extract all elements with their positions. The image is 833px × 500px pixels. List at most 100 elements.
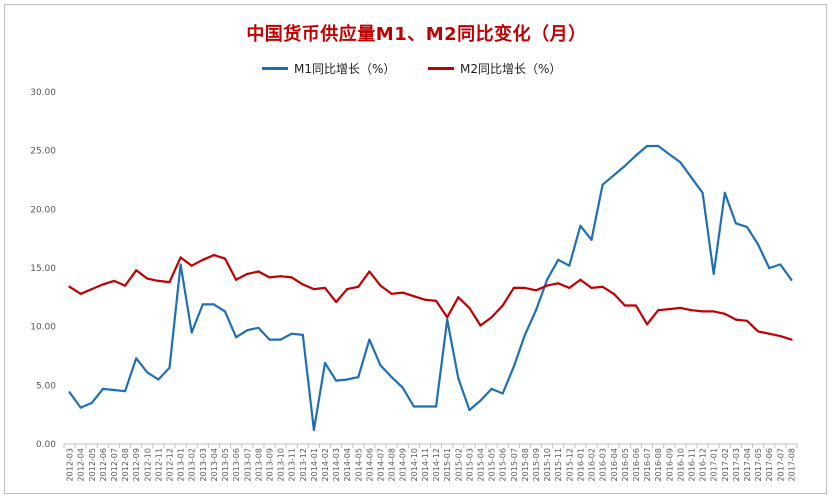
data-point-m1: [679, 161, 682, 164]
data-point-m2: [601, 285, 604, 288]
x-tick-label: 2017-08: [787, 448, 796, 481]
data-point-m2: [479, 324, 482, 327]
x-tick-label: 2016-08: [654, 448, 663, 481]
x-tick-label: 2017-05: [754, 448, 763, 481]
x-tick-label: 2015-04: [476, 448, 485, 481]
data-point-m2: [468, 306, 471, 309]
legend-label-m2: M2同比增长（%）: [460, 62, 562, 76]
data-point-m1: [334, 379, 338, 382]
data-point-m2: [679, 306, 682, 309]
data-point-m1: [479, 399, 482, 402]
x-tick-label: 2013-06: [232, 448, 241, 481]
data-point-m1: [246, 329, 249, 332]
data-point-m2: [101, 283, 104, 286]
data-point-m1: [779, 263, 782, 266]
data-point-m2: [657, 309, 660, 312]
x-tick-label: 2013-11: [288, 448, 297, 481]
data-point-m2: [701, 310, 704, 313]
x-tick-label: 2015-09: [532, 448, 541, 481]
data-point-m1: [168, 366, 171, 369]
data-point-m1: [279, 338, 282, 341]
data-point-m1: [734, 222, 738, 225]
x-tick-label: 2016-12: [699, 448, 708, 481]
data-point-m2: [623, 304, 626, 307]
data-point-m2: [446, 316, 449, 319]
legend-swatch-m1: [262, 67, 288, 70]
x-tick-label: 2012-03: [66, 448, 75, 481]
y-tick-label: 5.00: [36, 381, 56, 391]
data-point-m2: [235, 278, 238, 281]
data-point-m2: [379, 284, 382, 287]
data-point-m1: [723, 191, 726, 195]
data-point-m1: [712, 272, 715, 275]
data-point-m1: [223, 310, 227, 313]
data-point-m2: [501, 304, 504, 307]
data-point-m1: [434, 405, 438, 408]
data-point-m2: [568, 286, 571, 290]
y-tick-label: 0.00: [36, 440, 56, 450]
data-point-m1: [190, 331, 193, 334]
data-point-m1: [690, 176, 693, 179]
x-tick-label: 2015-02: [454, 448, 463, 481]
x-tick-label: 2015-11: [554, 448, 563, 481]
data-point-m1: [346, 378, 349, 381]
chart-title: 中国货币供应量M1、M2同比变化（月）: [246, 24, 587, 45]
x-tick-label: 2012-06: [99, 448, 108, 481]
x-tick-label: 2016-10: [676, 448, 685, 481]
x-tick-label: 2012-05: [88, 448, 97, 481]
data-point-m1: [323, 361, 327, 365]
data-point-m2: [157, 279, 160, 283]
data-point-m2: [401, 291, 404, 294]
data-point-m1: [568, 264, 571, 267]
x-tick-label: 2013-12: [299, 448, 308, 481]
data-point-m1: [612, 174, 615, 177]
data-point-m1: [135, 357, 138, 360]
data-point-m2: [90, 288, 93, 291]
x-tick-label: 2015-08: [521, 448, 530, 481]
x-tick-label: 2016-01: [576, 448, 585, 481]
data-point-m1: [546, 278, 549, 281]
x-tick-label: 2016-11: [687, 448, 696, 481]
x-tick-label: 2013-03: [199, 448, 208, 481]
x-tick-label: 2017-04: [743, 448, 752, 481]
x-tick-label: 2017-06: [765, 448, 774, 481]
data-point-m1: [634, 154, 638, 157]
x-tick-label: 2014-07: [377, 448, 386, 481]
data-point-m1: [457, 377, 460, 380]
data-point-m1: [601, 183, 604, 186]
y-tick-label: 15.00: [30, 264, 56, 274]
x-tick-label: 2013-10: [277, 448, 286, 481]
x-tick-label: 2013-01: [177, 448, 186, 481]
data-point-m1: [590, 238, 593, 241]
data-point-m1: [79, 406, 82, 409]
data-point-m2: [334, 300, 338, 304]
data-point-m2: [434, 299, 438, 302]
x-tick-label: 2016-03: [599, 448, 608, 481]
data-point-m1: [401, 386, 404, 389]
data-point-m1: [68, 391, 71, 394]
x-tick-label: 2016-07: [643, 448, 652, 481]
x-tick-label: 2016-06: [632, 448, 641, 481]
data-point-m1: [357, 376, 360, 379]
x-tick-label: 2016-09: [665, 448, 674, 481]
data-point-m2: [168, 280, 171, 284]
data-point-m2: [135, 269, 138, 272]
data-point-m2: [546, 284, 549, 287]
data-point-m2: [734, 318, 738, 321]
data-point-m1: [657, 144, 660, 148]
data-point-m2: [779, 334, 782, 338]
x-tick-label: 2015-06: [499, 448, 508, 481]
data-point-m2: [523, 286, 527, 290]
data-point-m1: [668, 153, 671, 156]
series-line-m1: [68, 144, 793, 431]
data-point-m1: [468, 408, 471, 412]
x-tick-label: 2013-05: [221, 448, 230, 481]
data-point-m1: [257, 326, 260, 329]
data-point-m2: [690, 309, 693, 312]
data-point-m1: [179, 263, 182, 266]
data-point-m1: [146, 371, 149, 374]
data-point-m2: [257, 270, 260, 273]
x-tick-label: 2014-04: [343, 448, 352, 481]
data-point-m2: [757, 330, 760, 333]
x-tick-label: 2014-02: [321, 448, 330, 481]
